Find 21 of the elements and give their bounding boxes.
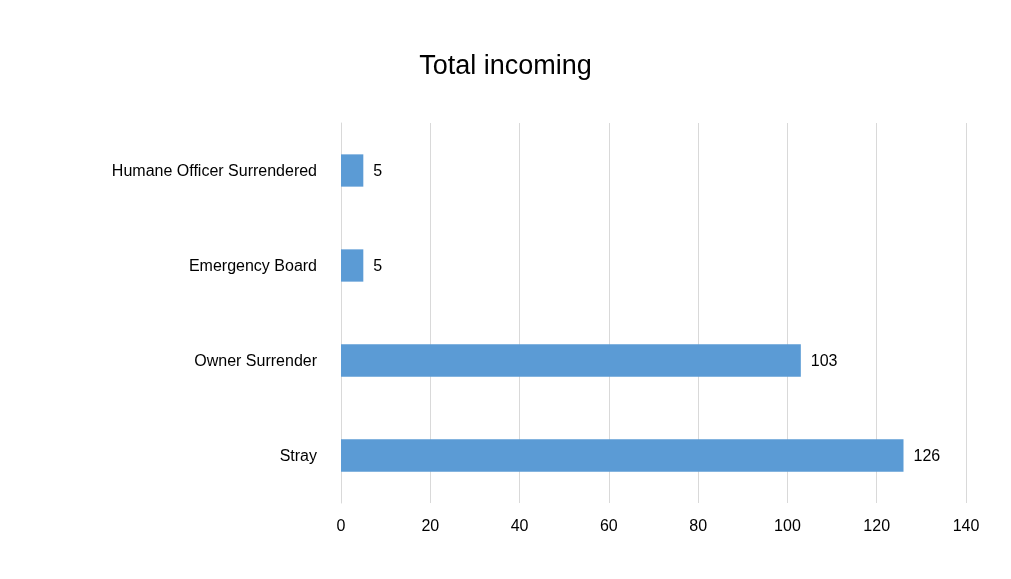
chart-title: Total incoming xyxy=(419,49,592,80)
y-tick-label: Emergency Board xyxy=(188,257,317,274)
bar xyxy=(341,154,364,187)
x-tick-label: 100 xyxy=(774,516,801,534)
x-tick-label: 80 xyxy=(689,516,708,534)
data-label: 126 xyxy=(913,447,941,464)
x-tick-label: 140 xyxy=(952,516,980,534)
data-label: 5 xyxy=(373,162,383,179)
data-label: 103 xyxy=(810,352,838,369)
x-tick-label: 60 xyxy=(599,516,618,534)
y-tick-label: Humane Officer Surrendered xyxy=(111,162,317,179)
x-tick-label: 20 xyxy=(421,516,440,534)
x-tick-label: 0 xyxy=(336,516,346,534)
y-tick-label: Stray xyxy=(279,447,317,464)
data-label: 5 xyxy=(373,257,383,274)
x-tick-label: 40 xyxy=(510,516,529,534)
y-tick-label: Owner Surrender xyxy=(194,352,318,369)
bar xyxy=(341,249,364,282)
bar xyxy=(341,439,904,472)
x-tick-label: 120 xyxy=(863,516,891,534)
bar xyxy=(341,344,801,377)
